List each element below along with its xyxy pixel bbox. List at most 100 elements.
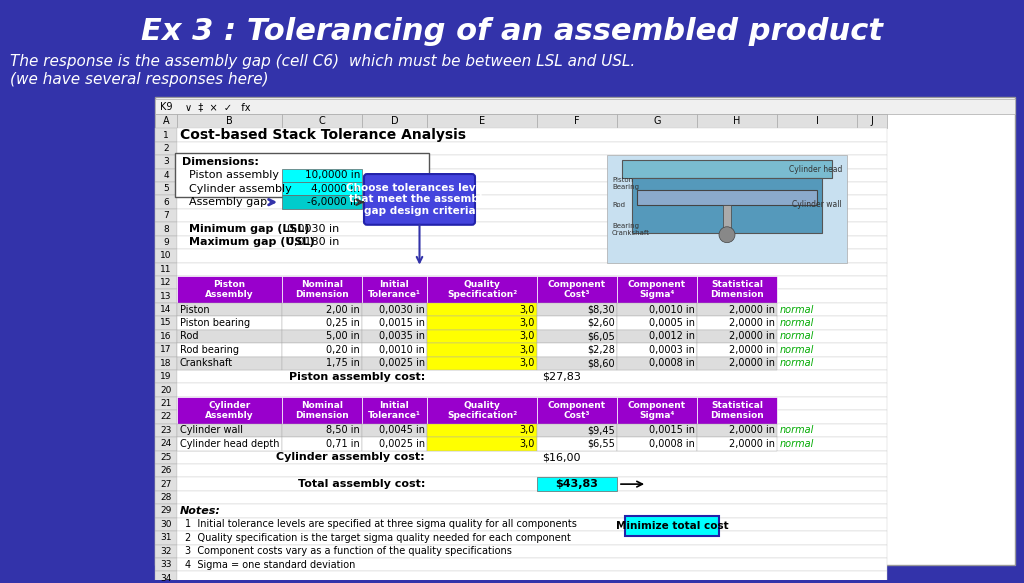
Text: Component
Cost³: Component Cost³ xyxy=(548,280,606,299)
FancyBboxPatch shape xyxy=(177,330,282,343)
FancyBboxPatch shape xyxy=(282,437,362,451)
FancyBboxPatch shape xyxy=(177,343,887,357)
FancyBboxPatch shape xyxy=(537,357,617,370)
Text: 5: 5 xyxy=(163,184,169,193)
Text: 2,0000 in: 2,0000 in xyxy=(729,345,775,355)
Text: Component
Cost³: Component Cost³ xyxy=(548,401,606,420)
Text: 0,20 in: 0,20 in xyxy=(327,345,360,355)
Text: 12: 12 xyxy=(161,278,172,287)
Text: 0,0010 in: 0,0010 in xyxy=(649,304,695,315)
Text: 2: 2 xyxy=(163,144,169,153)
FancyBboxPatch shape xyxy=(282,195,362,209)
FancyBboxPatch shape xyxy=(155,545,177,558)
FancyBboxPatch shape xyxy=(155,182,177,195)
FancyBboxPatch shape xyxy=(177,195,887,209)
Text: 0,0025 in: 0,0025 in xyxy=(379,439,425,449)
FancyBboxPatch shape xyxy=(362,303,427,317)
FancyBboxPatch shape xyxy=(427,437,537,451)
FancyBboxPatch shape xyxy=(427,424,537,437)
Text: $8,60: $8,60 xyxy=(588,359,615,368)
Text: Quality
Specification²: Quality Specification² xyxy=(446,280,517,299)
FancyBboxPatch shape xyxy=(362,357,427,370)
FancyBboxPatch shape xyxy=(537,477,617,491)
FancyBboxPatch shape xyxy=(177,424,887,437)
FancyBboxPatch shape xyxy=(617,424,697,437)
FancyBboxPatch shape xyxy=(617,114,697,128)
Text: Minimize total cost: Minimize total cost xyxy=(615,521,728,531)
Text: 7: 7 xyxy=(163,211,169,220)
Text: 0,0045 in: 0,0045 in xyxy=(379,426,425,436)
FancyBboxPatch shape xyxy=(427,330,537,343)
Text: Rod bearing: Rod bearing xyxy=(180,345,239,355)
FancyBboxPatch shape xyxy=(155,451,177,464)
Text: 13: 13 xyxy=(160,292,172,301)
FancyBboxPatch shape xyxy=(155,262,177,276)
FancyBboxPatch shape xyxy=(697,343,777,357)
FancyBboxPatch shape xyxy=(282,424,362,437)
Text: 23: 23 xyxy=(161,426,172,435)
FancyBboxPatch shape xyxy=(155,384,177,397)
Text: Minimum gap (LSL): Minimum gap (LSL) xyxy=(189,224,309,234)
Text: 0,0003 in: 0,0003 in xyxy=(649,345,695,355)
FancyBboxPatch shape xyxy=(362,114,427,128)
Text: 6: 6 xyxy=(163,198,169,206)
FancyBboxPatch shape xyxy=(175,153,429,198)
Text: I: I xyxy=(815,117,818,127)
FancyBboxPatch shape xyxy=(617,437,697,451)
Text: 0,0012 in: 0,0012 in xyxy=(649,331,695,342)
FancyBboxPatch shape xyxy=(362,437,427,451)
FancyBboxPatch shape xyxy=(282,317,362,330)
FancyBboxPatch shape xyxy=(155,100,1015,114)
FancyBboxPatch shape xyxy=(617,317,697,330)
Text: 3,0: 3,0 xyxy=(519,345,535,355)
Text: 3,0: 3,0 xyxy=(519,359,535,368)
Text: 1: 1 xyxy=(163,131,169,139)
Text: Piston: Piston xyxy=(180,304,210,315)
Text: 0,0015 in: 0,0015 in xyxy=(379,318,425,328)
FancyBboxPatch shape xyxy=(362,317,427,330)
FancyBboxPatch shape xyxy=(697,114,777,128)
Text: Piston assembly: Piston assembly xyxy=(189,170,279,180)
FancyBboxPatch shape xyxy=(155,437,177,451)
FancyBboxPatch shape xyxy=(155,168,177,182)
Text: 14: 14 xyxy=(161,305,172,314)
Text: Cost-based Stack Tolerance Analysis: Cost-based Stack Tolerance Analysis xyxy=(180,128,466,142)
FancyBboxPatch shape xyxy=(177,558,887,571)
Text: $27,83: $27,83 xyxy=(542,372,581,382)
FancyBboxPatch shape xyxy=(282,357,362,370)
FancyBboxPatch shape xyxy=(177,222,887,236)
FancyBboxPatch shape xyxy=(537,303,617,317)
FancyBboxPatch shape xyxy=(177,357,887,370)
Text: 30: 30 xyxy=(160,520,172,529)
Text: B: B xyxy=(226,117,232,127)
FancyBboxPatch shape xyxy=(177,410,887,424)
Text: 0,0030 in: 0,0030 in xyxy=(287,224,339,234)
Text: 0,0030 in: 0,0030 in xyxy=(379,304,425,315)
FancyBboxPatch shape xyxy=(155,571,177,583)
Text: Cylinder head depth: Cylinder head depth xyxy=(180,439,280,449)
Text: Rod: Rod xyxy=(180,331,199,342)
Text: Choose tolerances levels
that meet the assembly
gap design criteria: Choose tolerances levels that meet the a… xyxy=(346,183,493,216)
FancyBboxPatch shape xyxy=(155,518,177,531)
Text: 3,0: 3,0 xyxy=(519,439,535,449)
FancyBboxPatch shape xyxy=(697,424,777,437)
FancyBboxPatch shape xyxy=(697,303,777,317)
FancyBboxPatch shape xyxy=(177,303,282,317)
FancyBboxPatch shape xyxy=(155,249,177,262)
Text: Cylinder assembly: Cylinder assembly xyxy=(189,184,292,194)
Text: 15: 15 xyxy=(160,318,172,328)
Text: (we have several responses here): (we have several responses here) xyxy=(10,72,268,87)
Bar xyxy=(723,205,731,230)
FancyBboxPatch shape xyxy=(155,477,177,491)
Text: 3,0: 3,0 xyxy=(519,318,535,328)
FancyBboxPatch shape xyxy=(177,545,887,558)
Text: F: F xyxy=(574,117,580,127)
Text: 0,0008 in: 0,0008 in xyxy=(649,439,695,449)
Text: Nominal
Dimension: Nominal Dimension xyxy=(295,280,349,299)
FancyBboxPatch shape xyxy=(282,303,362,317)
FancyBboxPatch shape xyxy=(282,168,362,182)
Text: $16,00: $16,00 xyxy=(542,452,581,462)
Text: K9: K9 xyxy=(160,103,172,113)
Text: $2,60: $2,60 xyxy=(587,318,615,328)
FancyBboxPatch shape xyxy=(155,330,177,343)
